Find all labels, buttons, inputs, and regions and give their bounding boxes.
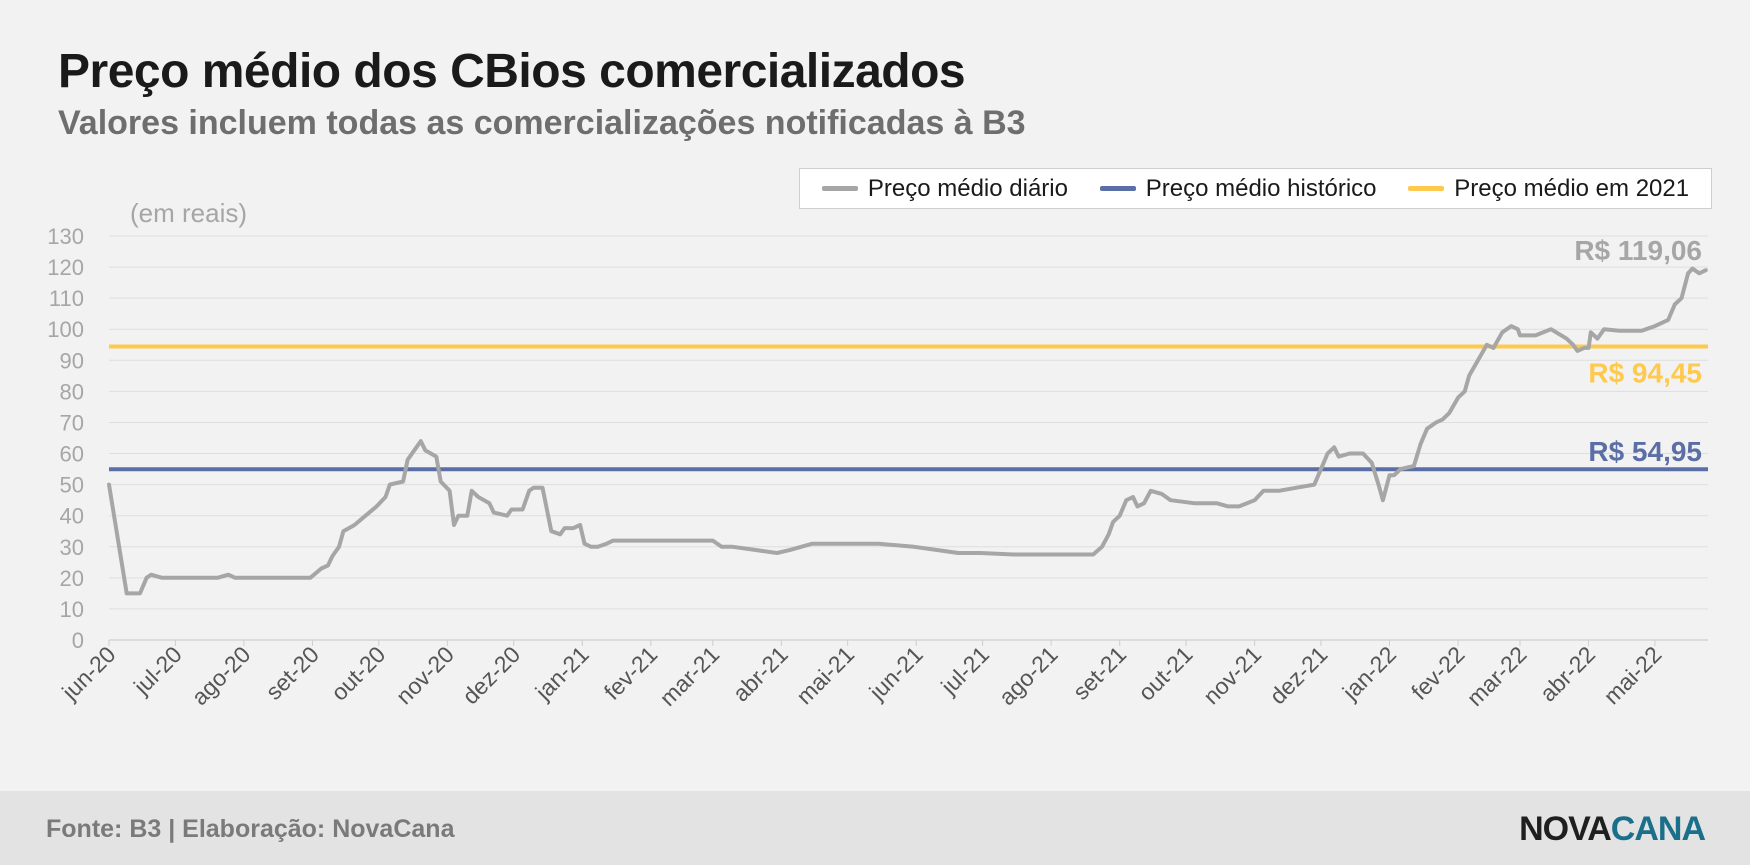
legend-item-daily: Preço médio diário (821, 174, 1068, 203)
legend-swatch-historic (1099, 186, 1136, 191)
x-tick-label: abr-21 (727, 641, 792, 706)
x-tick-label: ago-21 (994, 641, 1063, 710)
x-tick-label: mar-22 (1462, 641, 1532, 711)
x-tick-label: jul-20 (128, 641, 187, 700)
novacana-logo: NOVACANA (1519, 810, 1706, 849)
x-tick-label: nov-20 (391, 641, 459, 709)
y-tick-label: 10 (60, 597, 84, 622)
footer: Fonte: B3 | Elaboração: NovaCana NOVACAN… (0, 791, 1750, 865)
y-tick-label: 50 (60, 473, 84, 498)
legend-label-2021: Preço médio em 2021 (1454, 174, 1690, 202)
x-tick-label: dez-20 (457, 641, 525, 709)
x-tick-label: set-21 (1068, 641, 1132, 705)
chart-area: (em reais) 0 10 20 30 40 50 60 70 80 90 100 110 120 1… (47, 198, 1708, 711)
legend-label-daily: Preço médio diário (867, 174, 1068, 202)
y-tick-label: 90 (60, 348, 84, 373)
legend-swatch-2021 (1408, 186, 1445, 191)
x-tick-label: jul-21 (935, 641, 994, 700)
y-tick-label: 60 (60, 442, 84, 467)
legend-item-historic: Preço médio histórico (1099, 174, 1377, 203)
x-tick-label: nov-21 (1198, 641, 1266, 709)
label-latest-price: R$ 119,06 (1574, 235, 1702, 266)
series-group (107, 266, 1708, 596)
y-tick-label: 100 (47, 317, 84, 342)
label-historic-average: R$ 54,95 (1588, 436, 1702, 467)
y-tick-label: 30 (60, 535, 84, 560)
y-tick-label: 20 (60, 566, 84, 591)
logo-part-nova: NOVA (1519, 810, 1612, 848)
y-tick-label: 130 (47, 224, 84, 249)
x-tick-label: jan-21 (530, 641, 594, 705)
x-ticks: jun-20 jul-20 ago-20 set-20 out-20 nov-20dez-… (56, 640, 1666, 711)
y-tick-label: 70 (60, 410, 84, 435)
x-tick-label: mai-22 (1598, 641, 1666, 709)
logo-part-cana: CANA (1610, 810, 1706, 848)
x-tick-label: jan-22 (1337, 641, 1401, 705)
y-tick-label: 120 (47, 255, 84, 280)
legend: Preço médio diário Preço médio histórico… (799, 168, 1712, 209)
x-tick-label: jun-21 (863, 641, 927, 705)
gridlines (109, 235, 1708, 641)
x-tick-label: set-20 (260, 641, 324, 705)
y-axis-label: (em reais) (130, 198, 247, 228)
x-tick-label: out-20 (326, 641, 391, 706)
x-tick-label: ago-20 (186, 641, 255, 710)
y-ticks: 0 10 20 30 40 50 60 70 80 90 100 110 120 130 (47, 224, 84, 653)
y-tick-label: 0 (72, 628, 84, 653)
x-tick-label: out-21 (1133, 641, 1198, 706)
daily-price-line (107, 266, 1708, 596)
label-avg-2021: R$ 94,45 (1588, 357, 1702, 388)
x-tick-label: jun-20 (56, 641, 120, 705)
x-tick-label: fev-21 (599, 641, 663, 705)
x-tick-label: fev-22 (1406, 641, 1470, 705)
legend-item-2021: Preço médio em 2021 (1408, 175, 1689, 203)
x-tick-label: dez-21 (1264, 641, 1332, 709)
y-tick-label: 110 (49, 286, 84, 311)
x-tick-label: abr-22 (1535, 641, 1600, 706)
value-labels: R$ 119,06 R$ 94,45 R$ 54,95 (1574, 235, 1702, 467)
legend-swatch-daily (821, 186, 858, 191)
x-tick-label: mar-21 (654, 641, 724, 711)
source-note: Fonte: B3 | Elaboração: NovaCana (46, 815, 455, 843)
y-tick-label: 40 (60, 504, 84, 529)
y-tick-label: 80 (60, 379, 84, 404)
chart-subtitle: Valores incluem todas as comercializaçõe… (58, 104, 1026, 142)
chart-title: Preço médio dos CBios comercializados (58, 45, 966, 98)
x-tick-label: mai-21 (791, 641, 859, 709)
legend-label-historic: Preço médio histórico (1145, 174, 1377, 202)
